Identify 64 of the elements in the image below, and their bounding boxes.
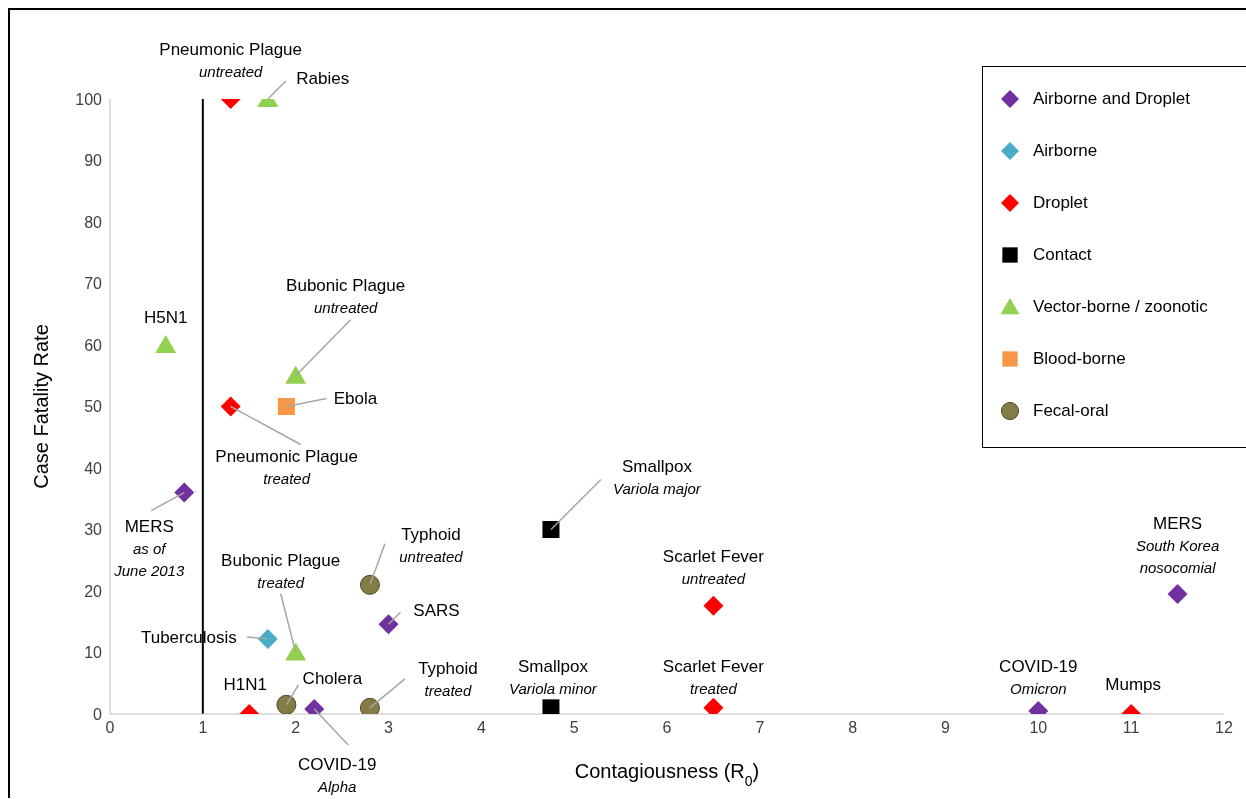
- point: [276, 694, 297, 714]
- y-tick-label: 100: [75, 90, 103, 108]
- legend-label: Airborne: [1033, 141, 1098, 161]
- annotation: Smallpox Variola minor: [509, 656, 598, 697]
- annotation: SARS: [413, 601, 460, 621]
- annotation: Typhoid treated: [418, 658, 478, 699]
- y-tick-label: 30: [84, 521, 103, 539]
- annotation: COVID-19 Omicron: [999, 656, 1078, 697]
- y-axis-title: Case Fatality Rate: [30, 324, 52, 489]
- legend-label: Blood-borne: [1033, 349, 1126, 369]
- x-tick-label: 7: [755, 719, 765, 737]
- legend-label: Contact: [1033, 245, 1092, 265]
- point: [542, 699, 560, 714]
- point: [359, 574, 380, 595]
- y-tick-label: 90: [84, 152, 103, 170]
- x-tick-label: 10: [1029, 719, 1048, 737]
- annotation: Scarlet Fever treated: [662, 656, 765, 697]
- x-tick-label: 3: [384, 719, 394, 737]
- x-tick-label: 6: [662, 719, 672, 737]
- y-tick-label: 20: [84, 582, 103, 600]
- x-tick-label: 1: [198, 719, 208, 737]
- legend-label: Fecal-oral: [1033, 401, 1109, 421]
- annotation: Bubonic Plague treated: [221, 550, 341, 591]
- point: [542, 521, 560, 538]
- x-tick-label: 8: [848, 719, 858, 737]
- annotation: Cholera: [302, 668, 363, 688]
- point: [1167, 584, 1188, 605]
- x-tick-label: 12: [1215, 719, 1233, 737]
- annotation: Bubonic Plague untreated: [286, 275, 406, 316]
- annotation: Scarlet Fever untreated: [662, 546, 765, 587]
- x-tick-label: 4: [476, 719, 486, 737]
- y-tick-label: 50: [84, 398, 103, 416]
- y-tick-label: 80: [84, 213, 103, 231]
- annotation: MERS South Korea nosocomial: [1135, 514, 1220, 577]
- y-tick-label: 0: [93, 705, 103, 723]
- legend-label: Vector-borne / zoonotic: [1033, 297, 1208, 317]
- y-tick-label: 60: [84, 336, 103, 354]
- x-tick-label: 11: [1122, 719, 1140, 737]
- x-tick-label: 5: [569, 719, 579, 737]
- legend-label: Droplet: [1033, 193, 1088, 213]
- point: [703, 595, 724, 616]
- point: [285, 642, 307, 661]
- x-tick-label: 0: [105, 719, 115, 737]
- y-tick-label: 10: [84, 644, 103, 662]
- x-tick-label: 9: [941, 719, 951, 737]
- y-tick-label: 40: [84, 459, 103, 477]
- point: [220, 396, 241, 417]
- point: [277, 398, 295, 415]
- annotation: MERS as of June 2013: [113, 516, 185, 579]
- point: [378, 614, 399, 635]
- point: [174, 482, 195, 503]
- annotation: Ebola: [333, 388, 378, 408]
- annotation: H5N1: [143, 308, 188, 327]
- x-axis-title: Contagiousness (R$_{0}$): [574, 760, 760, 789]
- annotation: Typhoid untreated: [399, 524, 464, 565]
- y-tick-label: 70: [84, 275, 103, 293]
- annotation: Pneumonic Plague treated: [215, 446, 359, 487]
- x-tick-label: 2: [291, 719, 301, 737]
- annotation: Smallpox Variola major: [613, 456, 702, 497]
- annotation: COVID-19 Alpha: [298, 755, 377, 796]
- annotation: H1N1: [223, 675, 267, 694]
- annotation: Mumps: [1105, 675, 1162, 694]
- point: [257, 628, 278, 649]
- legend-label: Airborne and Droplet: [1033, 89, 1190, 109]
